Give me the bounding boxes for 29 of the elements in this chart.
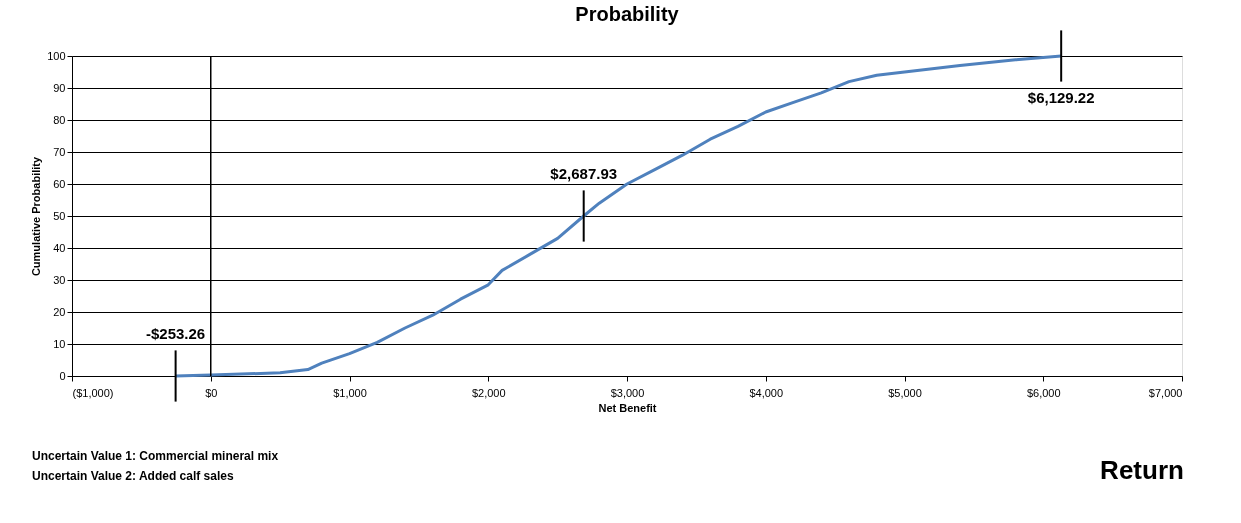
y-tick-label: 40	[53, 241, 66, 254]
y-tick-label: 70	[53, 145, 66, 158]
annotation: -$253.26	[146, 325, 206, 342]
text: Return	[1100, 455, 1184, 485]
x-tick-label: $2,000	[471, 386, 506, 399]
x-tick-label: $6,000	[1026, 386, 1061, 399]
x-tick-label: $4,000	[749, 386, 784, 399]
y-tick-label: 50	[53, 209, 66, 222]
y-tick-label: 60	[53, 177, 66, 190]
x-tick-label: $0	[205, 386, 218, 399]
x-tick-label: ($1,000)	[72, 386, 114, 399]
annotation: $2,687.93	[550, 165, 618, 182]
x-tick-label: $7,000	[1148, 386, 1183, 399]
y-tick-label: 100	[47, 49, 66, 62]
text: Uncertain Value 2: Added calf sales	[32, 469, 234, 483]
x-tick-label: $5,000	[888, 386, 922, 399]
text: Uncertain Value 1: Commercial mineral mix	[32, 449, 279, 463]
annotation: $6,129.22	[1027, 89, 1095, 106]
y-tick-label: 30	[53, 273, 66, 286]
y-axis-title: Cumulative Probability	[30, 156, 43, 277]
chart-title: Probability	[575, 3, 680, 26]
y-tick-label: 0	[59, 369, 66, 382]
y-tick-label: 90	[53, 81, 66, 94]
y-tick-label: 20	[53, 305, 66, 318]
x-axis-title: Net Benefit	[598, 401, 657, 414]
y-tick-label: 80	[53, 113, 66, 126]
y-tick-label: 10	[53, 337, 66, 350]
x-tick-label: $3,000	[610, 386, 645, 399]
x-tick-label: $1,000	[333, 386, 367, 399]
